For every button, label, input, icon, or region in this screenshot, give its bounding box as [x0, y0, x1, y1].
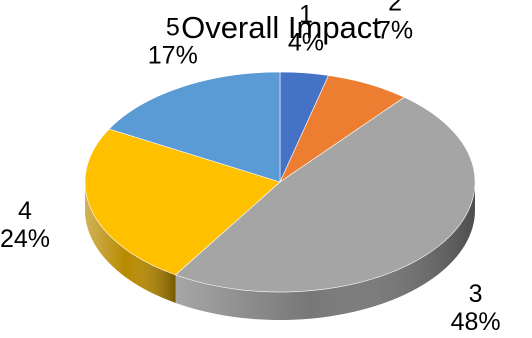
slice-side-shading-4: [85, 182, 176, 303]
slice-percent-2: 7%: [377, 17, 413, 45]
slice-4: [84, 128, 281, 276]
pie-side-walls: [85, 182, 475, 320]
slice-percent-5: 17%: [148, 42, 198, 70]
slice-percent-3: 48%: [451, 308, 501, 336]
slice-percent-4: 24%: [0, 225, 50, 253]
pie-top-faces: [84, 71, 476, 293]
slice-label-5: 5: [166, 14, 180, 42]
slice-percent-1: 4%: [288, 28, 324, 56]
slice-side-shading-3: [175, 182, 475, 320]
slice-label-2: 2: [388, 0, 402, 17]
slice-3: [174, 96, 476, 293]
slice-labels: 14% 27% 348% 424% 517%: [0, 0, 501, 336]
chart-title: Overall Impact: [181, 10, 381, 45]
slice-5: [108, 71, 281, 183]
slice-label-1: 1: [299, 0, 313, 28]
slice-label-4: 4: [18, 197, 32, 225]
slice-label-3: 3: [469, 280, 483, 308]
